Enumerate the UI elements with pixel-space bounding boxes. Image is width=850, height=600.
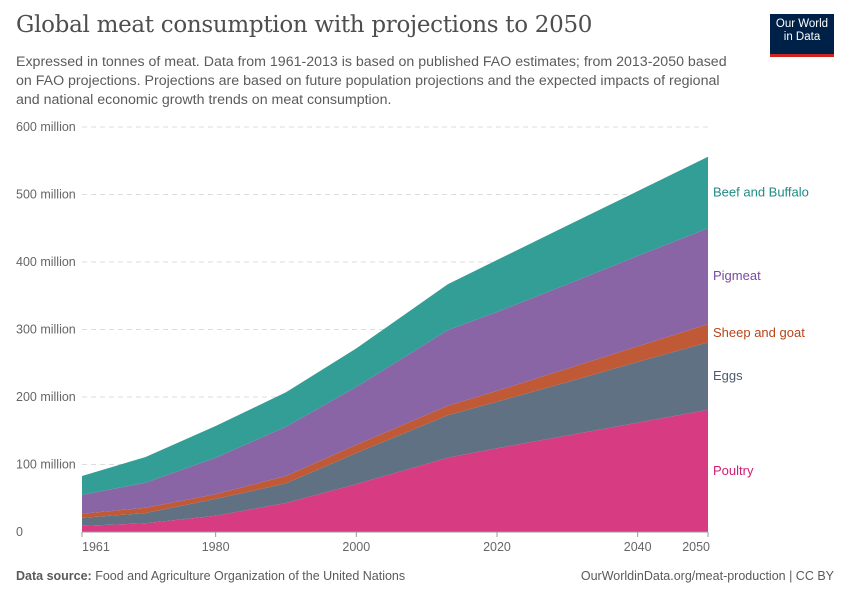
source-url[interactable]: OurWorldinData.org/meat-production | CC … <box>580 569 834 583</box>
logo-line1: Our World <box>775 18 829 30</box>
data-source: Data source: Food and Agriculture Organi… <box>16 569 405 583</box>
x-tick-label: 2000 <box>342 540 370 554</box>
series-label: Sheep and goat <box>713 325 805 340</box>
area-eggs <box>82 342 708 526</box>
logo-line2: in Data <box>783 31 821 43</box>
x-tick-label: 1961 <box>82 540 110 554</box>
source-text: Food and Agriculture Organization of the… <box>95 569 406 583</box>
y-tick-label: 600 million <box>16 120 76 134</box>
series-label: Eggs <box>713 368 743 383</box>
x-tick-label: 2020 <box>483 540 511 554</box>
chart-subtitle: Expressed in tonnes of meat. Data from 1… <box>16 54 727 108</box>
chart-title: Global meat consumption with projections… <box>16 12 593 38</box>
y-tick-label: 300 million <box>16 323 76 337</box>
y-tick-label: 0 <box>16 525 23 539</box>
source-label: Data source: <box>16 569 92 583</box>
owid-logo[interactable]: Our World in Data <box>770 14 834 57</box>
area-pigmeat <box>82 228 708 514</box>
y-tick-label: 100 million <box>16 458 76 472</box>
x-tick-label: 1980 <box>202 540 230 554</box>
series-label: Beef and Buffalo <box>713 184 809 199</box>
y-tick-label: 400 million <box>16 255 76 269</box>
series-label: Poultry <box>713 463 754 478</box>
y-tick-label: 500 million <box>16 188 76 202</box>
y-tick-label: 200 million <box>16 390 76 404</box>
x-tick-label: 2050 <box>682 540 710 554</box>
x-tick-label: 2040 <box>624 540 652 554</box>
area-poultry <box>82 409 708 532</box>
series-label: Pigmeat <box>713 268 761 283</box>
area-beef-and-buffalo <box>82 156 708 495</box>
